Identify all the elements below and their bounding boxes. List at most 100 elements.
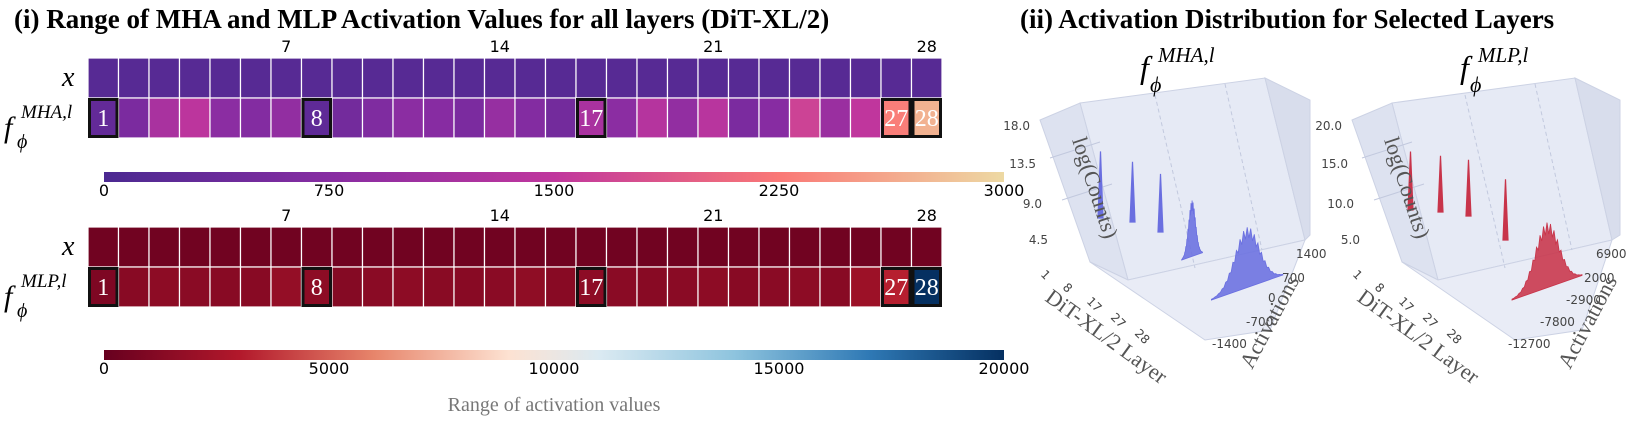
highlight-box-layer-8 [301,98,332,138]
highlight-label-layer-8: 8 [311,106,323,132]
activation-tick: 700 [1282,271,1305,285]
cell-x-layer-8 [300,57,333,99]
cell-x-layer-23 [758,57,791,99]
highlight-box-layer-28 [911,98,942,138]
activation-tick: -2900 [1566,293,1601,307]
cell-f-layer-26 [849,97,882,139]
cell-x-layer-3 [148,57,181,99]
cell-f-layer-20 [666,97,699,139]
highlight-box-layer-1 [88,98,119,138]
highlight-label-layer-27: 27 [884,106,908,132]
cell-f-layer-9 [331,266,364,308]
cell-f-layer-24 [788,266,821,308]
mlp-3d-grid [1373,183,1425,201]
cell-x-layer-3 [148,226,181,268]
cell-x-layer-13 [453,226,486,268]
cell-x-layer-1 [87,226,120,268]
cell-x-layer-13 [453,57,486,99]
subplot-label-sup: MHA,l [1157,43,1215,67]
subplot-label-phi: ϕ [1470,72,1481,97]
cell-f-layer-11 [392,266,425,308]
cell-x-layer-9 [331,57,364,99]
cell-x-layer-17 [575,226,608,268]
colorbar-label: Range of activation values [448,394,661,416]
cell-f-layer-7 [270,97,303,139]
cell-f-layer-19 [636,97,669,139]
cell-x-layer-27 [880,226,913,268]
row-label-f-mlp: f [4,280,16,313]
layer-tick-7: 7 [281,37,291,56]
distribution-layer-1 [1407,151,1414,211]
cell-f-layer-14 [483,97,516,139]
row-label-phi-mha: ϕ [17,131,27,153]
cell-f-layer-18 [605,97,638,139]
cell-x-layer-15 [514,226,547,268]
cell-x-layer-12 [422,226,455,268]
cell-x-layer-18 [605,57,638,99]
distribution-layer-27 [1502,179,1509,241]
cell-f-layer-15 [514,266,547,308]
cell-x-layer-11 [392,57,425,99]
mlp-3d-pane-right [1574,77,1621,241]
cell-x-layer-8 [300,226,333,268]
mlp-distribution-peaks [1407,151,1583,301]
cell-f-layer-16 [544,266,577,308]
layer-tick-21: 21 [703,206,723,225]
cell-x-layer-12 [422,57,455,99]
cell-f-layer-1 [87,266,120,308]
cell-f-layer-12 [422,97,455,139]
subplot-label-sup: MLP,l [1477,43,1529,67]
highlight-box-layer-17 [576,267,607,307]
cell-x-layer-21 [697,226,730,268]
cell-x-layer-6 [239,57,272,99]
cell-x-layer-9 [331,226,364,268]
activation-tick: -1400 [1212,337,1247,351]
cell-f-layer-2 [117,266,150,308]
highlight-box-layer-27 [881,267,912,307]
colorbar-tick: 10000 [529,359,580,378]
z-tick: 20.0 [1315,119,1342,133]
cell-f-layer-11 [392,97,425,139]
colorbar-mha-ticks: 0 750 1500 2250 3000 [99,181,1024,200]
activation-tick: -700 [1246,315,1273,329]
cell-x-layer-5 [209,226,242,268]
cell-x-layer-11 [392,226,425,268]
cell-f-layer-4 [178,266,211,308]
cell-f-layer-14 [483,266,516,308]
cell-f-layer-5 [209,97,242,139]
mha-3d-plot: 18.0 13.5 9.0 4.5 log(Counts) 1 8 17 27 … [1003,43,1326,389]
cell-x-layer-25 [819,57,852,99]
cell-x-layer-15 [514,57,547,99]
cell-f-layer-3 [148,266,181,308]
distribution-layer-27 [1181,200,1203,261]
cell-x-layer-6 [239,226,272,268]
colorbar-tick: 0 [99,181,109,200]
mha-3d-grid [1224,83,1263,251]
z-tick: 13.5 [1009,157,1036,171]
cell-x-layer-10 [361,226,394,268]
cell-f-layer-10 [361,97,394,139]
cell-x-layer-16 [544,226,577,268]
cell-f-layer-7 [270,266,303,308]
colorbar-tick: 750 [314,181,345,200]
mlp-3d-grid [1464,94,1506,269]
z-tick: 5.0 [1341,233,1360,247]
panel-title-i: (i) Range of MHA and MLP Activation Valu… [14,4,829,34]
row-label-sup-mlp: MLP,l [20,271,67,292]
activation-tick: 1400 [1296,247,1327,261]
z-tick: 15.0 [1321,157,1348,171]
layer-tick-21: 21 [703,37,723,56]
cell-f-layer-2 [117,97,150,139]
highlight-label-layer-17: 17 [579,275,603,301]
activation-tick: -7800 [1540,315,1575,329]
cell-x-layer-2 [117,226,150,268]
cell-x-layer-2 [117,57,150,99]
cell-x-layer-20 [666,226,699,268]
layer-tick-28: 28 [917,206,937,225]
activation-tick: 2000 [1584,271,1615,285]
cell-x-layer-14 [483,57,516,99]
cell-x-layer-22 [727,226,760,268]
cell-f-layer-21 [697,266,730,308]
activation-tick: 0 [1268,291,1276,305]
distribution-layer-28 [1511,222,1583,301]
